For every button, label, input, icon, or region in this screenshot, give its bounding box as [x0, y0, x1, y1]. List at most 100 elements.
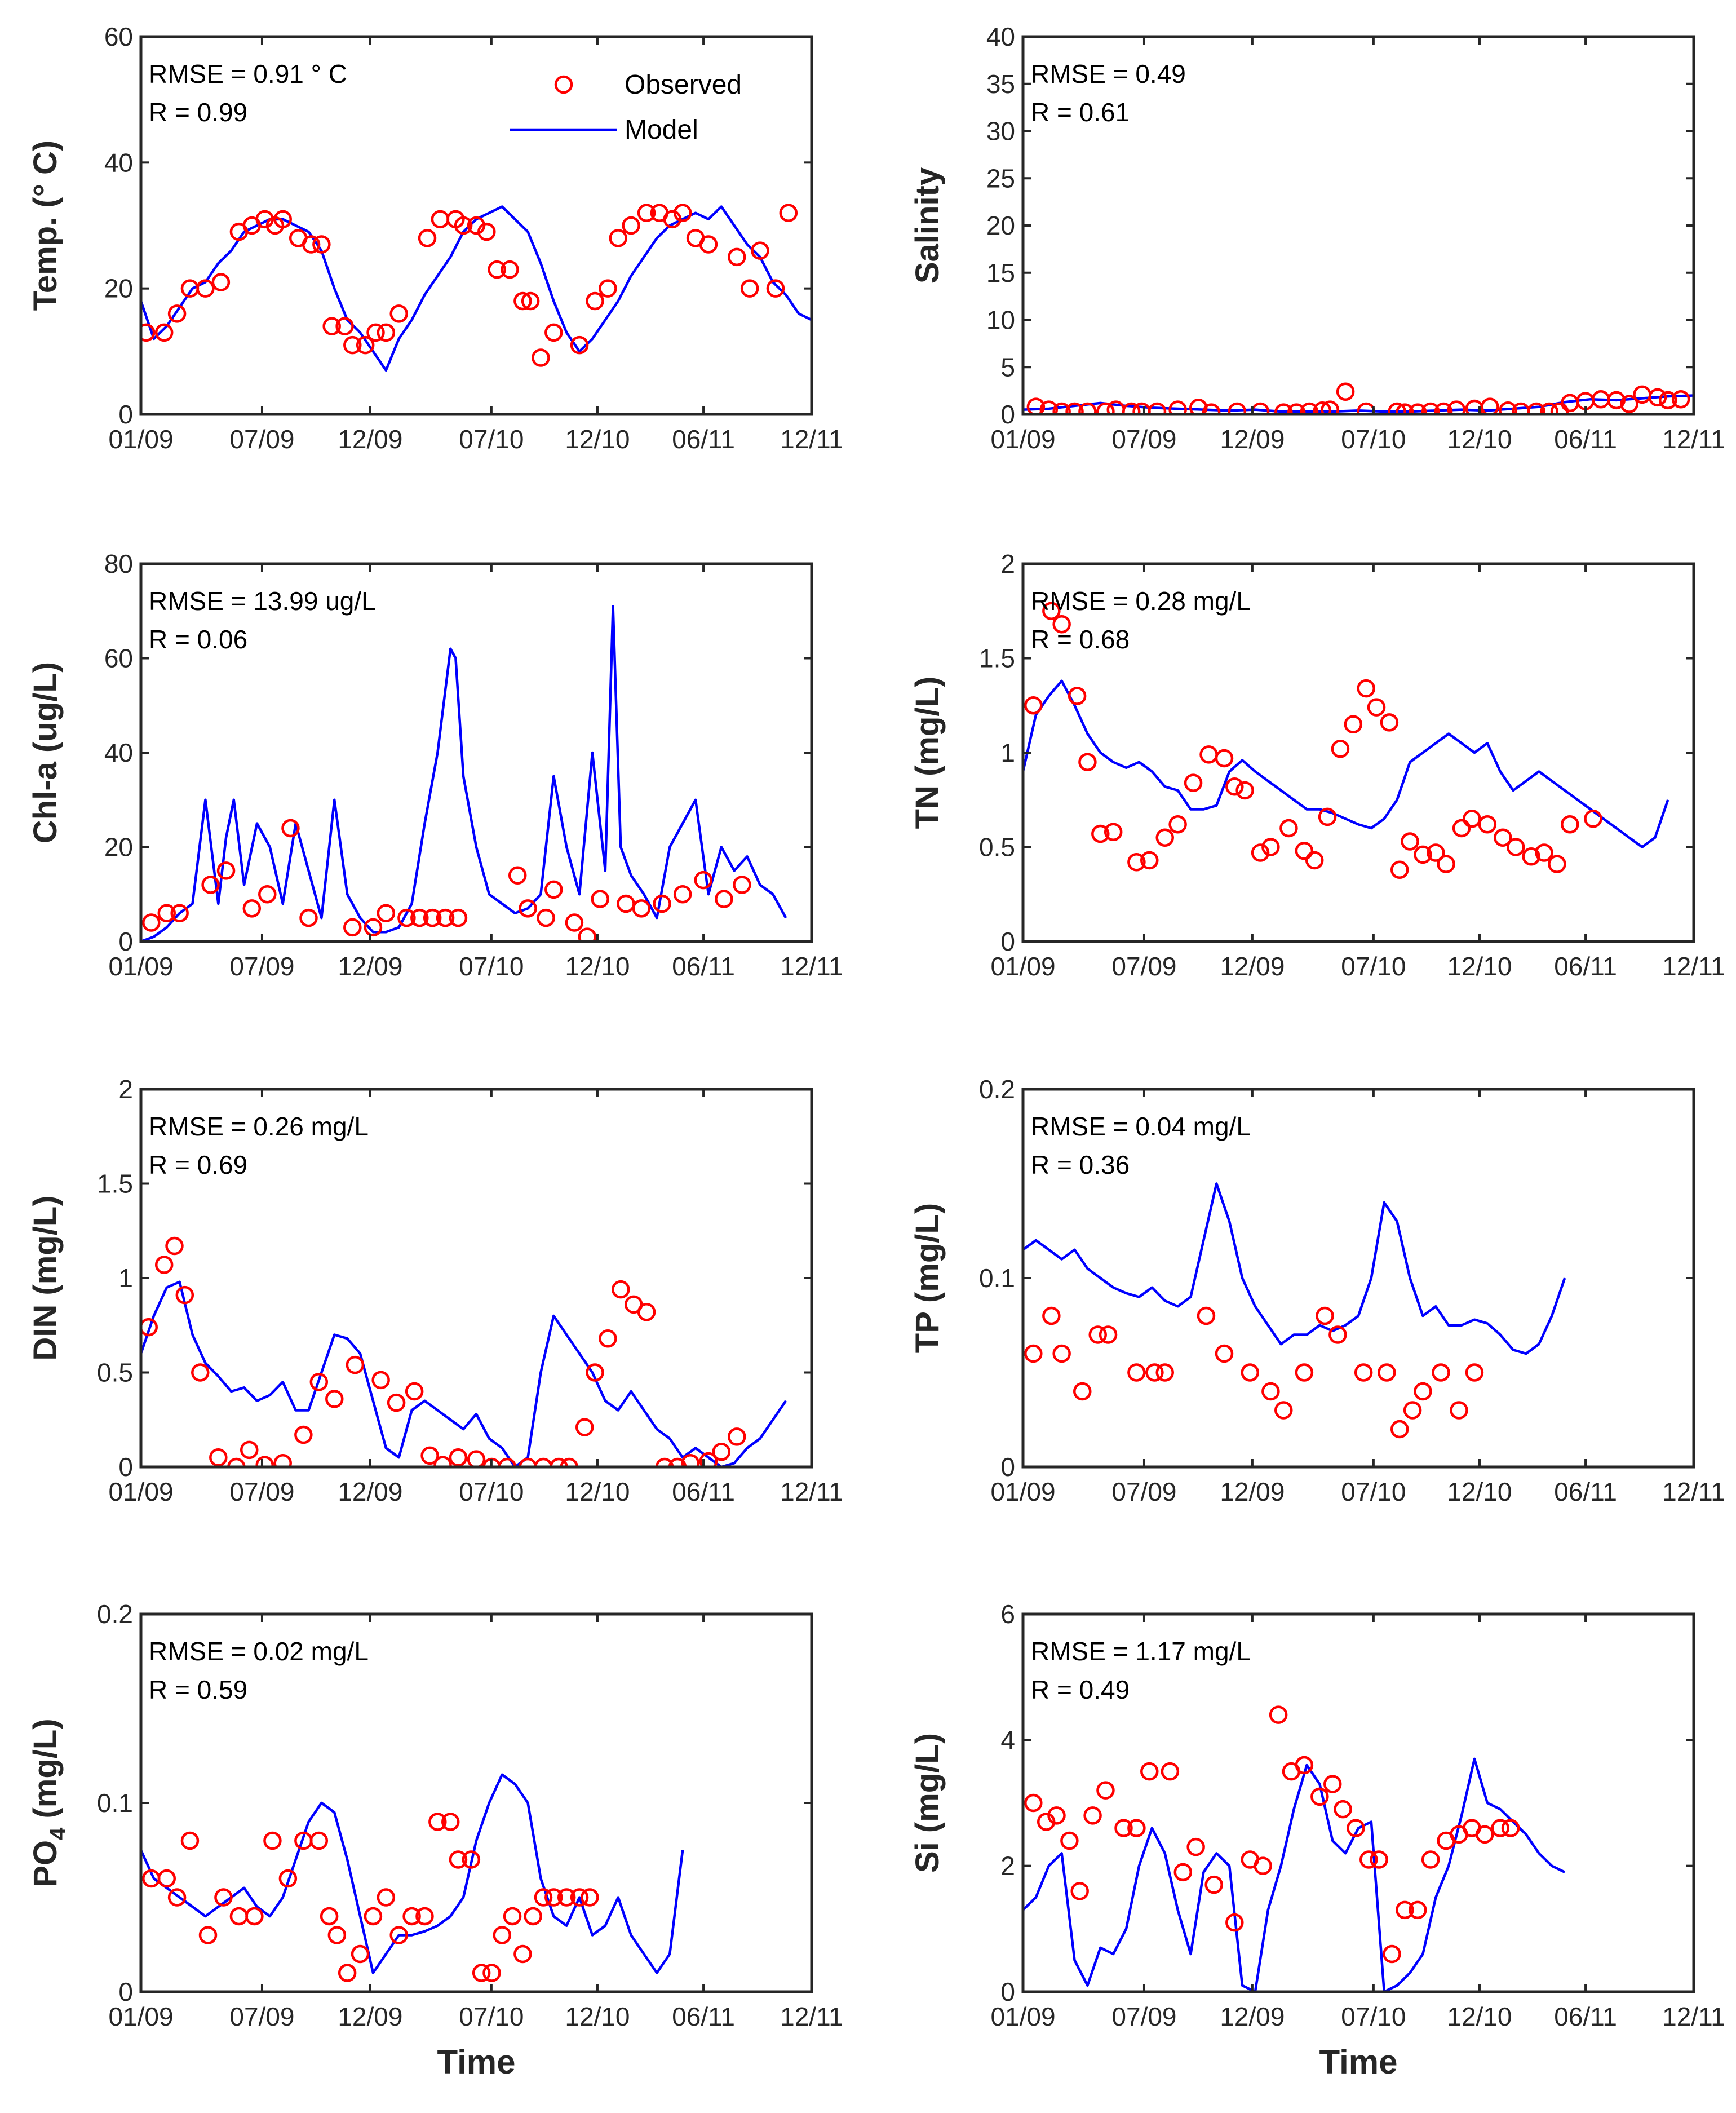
observed-point: [1380, 713, 1399, 732]
observed-point: [167, 1888, 187, 1907]
observed-point: [402, 1907, 421, 1926]
observed-point: [1140, 1762, 1159, 1781]
observed-point: [1235, 781, 1254, 800]
y-tick-label: 0: [118, 1452, 133, 1482]
observed-point: [433, 1456, 452, 1467]
x-tick-label: 06/11: [1554, 952, 1617, 981]
observed-point: [1228, 402, 1247, 414]
observed-point: [1403, 1401, 1422, 1420]
observed-point: [498, 1457, 517, 1467]
observed-point: [170, 904, 189, 922]
observed-point: [462, 1850, 481, 1869]
observed-point: [1344, 715, 1363, 733]
observed-point: [351, 1944, 370, 1964]
observed-point: [1274, 403, 1293, 414]
observed-point: [309, 1831, 329, 1850]
y-tick-label: 0.2: [97, 1599, 133, 1629]
observed-point: [1328, 1325, 1347, 1344]
x-tick-label: 01/09: [990, 2002, 1055, 2031]
y-tick-label: 60: [104, 644, 133, 673]
observed-point: [154, 1256, 174, 1274]
observed-point: [1347, 1819, 1365, 1837]
observed-point: [211, 273, 231, 291]
observed-point: [201, 876, 220, 894]
observed-point: [371, 1371, 390, 1390]
observed-point: [1331, 740, 1350, 758]
x-tick-label: 12/10: [1447, 1477, 1512, 1506]
observed-point: [335, 317, 354, 335]
observed-point: [715, 890, 733, 908]
y-tick-label: 10: [986, 306, 1015, 335]
rmse-annotation: RMSE = 0.26 mg/L: [149, 1112, 369, 1141]
observed-point: [1155, 1363, 1174, 1382]
observed-point: [1287, 403, 1306, 414]
observed-point: [488, 260, 506, 279]
x-tick-label: 12/10: [1447, 2002, 1512, 2031]
x-tick-label: 07/09: [1111, 2002, 1176, 2031]
x-tick-label: 12/11: [1662, 1477, 1725, 1506]
observed-point: [1414, 1382, 1432, 1401]
observed-point: [482, 1964, 501, 1982]
observed-point: [557, 1888, 576, 1907]
observed-point: [1548, 855, 1566, 873]
model-line: [141, 605, 787, 941]
observed-point: [521, 291, 540, 311]
observed-point: [591, 890, 609, 908]
rmse-annotation: RMSE = 13.99 ug/L: [149, 586, 376, 616]
x-axis-label: Time: [1319, 2043, 1398, 2081]
x-tick-label: 12/09: [338, 952, 402, 981]
y-tick-label: 6: [1000, 1599, 1015, 1629]
observed-point: [1323, 1775, 1342, 1793]
observed-point: [1083, 1806, 1102, 1825]
x-tick-label: 07/10: [459, 1477, 524, 1506]
observed-point: [534, 1457, 553, 1467]
observed-point: [240, 1440, 259, 1460]
observed-point: [1114, 1819, 1133, 1837]
plot-area: [1023, 1182, 1566, 1439]
observed-point: [1026, 397, 1046, 414]
x-tick-label: 12/09: [1220, 952, 1285, 981]
observed-point: [1295, 1363, 1314, 1382]
observed-point: [1452, 819, 1471, 838]
observed-point: [1225, 1913, 1244, 1932]
observed-point: [1409, 1900, 1427, 1920]
y-tick-label: 0: [1000, 1977, 1015, 2006]
observed-point: [508, 866, 527, 885]
observed-point: [1070, 1882, 1089, 1900]
observed-point: [327, 1926, 347, 1944]
observed-point: [389, 1926, 408, 1944]
x-tick-label: 07/09: [229, 2002, 294, 2031]
x-tick-label: 12/09: [338, 2002, 402, 2031]
x-tick-label: 01/09: [108, 1477, 173, 1506]
plot-area: [1023, 382, 1694, 414]
observed-point: [612, 1280, 630, 1299]
axes-box: [1021, 1088, 1695, 1469]
observed-point: [1540, 402, 1558, 414]
y-tick-label: 1: [118, 1263, 133, 1293]
x-tick-label: 06/11: [1554, 2002, 1617, 2031]
observed-point: [570, 1888, 589, 1907]
observed-point: [175, 1285, 194, 1305]
observed-point: [1491, 1819, 1509, 1837]
observed-point: [364, 1907, 383, 1926]
observed-point: [1378, 1363, 1396, 1382]
observed-point: [366, 323, 385, 342]
observed-point: [255, 1456, 274, 1467]
observed-point: [1024, 1344, 1043, 1363]
r-annotation: R = 0.69: [149, 1150, 247, 1179]
observed-point: [1039, 400, 1059, 414]
rmse-annotation: RMSE = 0.28 mg/L: [1031, 586, 1251, 616]
observed-point: [694, 870, 713, 890]
observed-point: [273, 210, 292, 229]
observed-point: [1535, 843, 1553, 862]
observed-point: [1354, 1363, 1373, 1382]
observed-point: [617, 894, 635, 913]
observed-point: [1096, 1781, 1115, 1800]
observed-point: [299, 908, 318, 927]
observed-point: [1658, 391, 1677, 410]
y-axis-label: Si (mg/L): [909, 1733, 946, 1873]
observed-point: [1295, 1756, 1314, 1775]
observed-point: [418, 229, 437, 247]
observed-point: [157, 1869, 176, 1888]
observed-point: [1476, 1825, 1494, 1844]
